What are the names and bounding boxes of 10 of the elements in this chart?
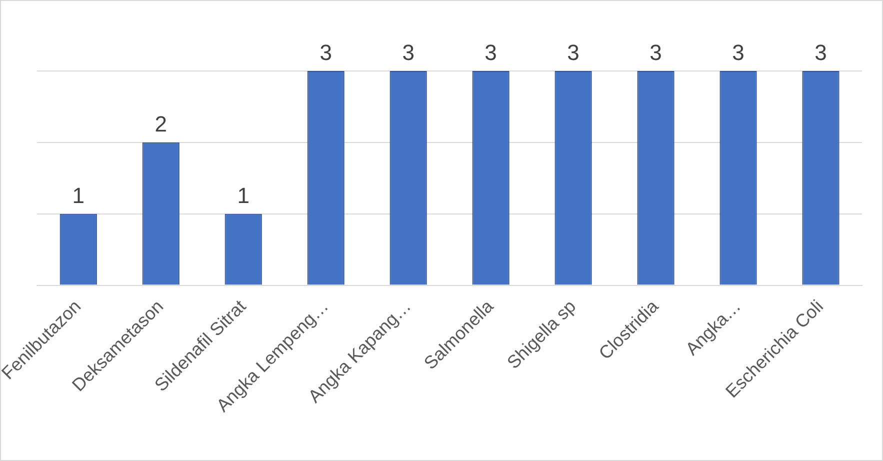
data-label: 3 — [320, 40, 332, 66]
data-label: 3 — [484, 40, 497, 66]
data-label: 3 — [402, 40, 414, 66]
data-label: 3 — [814, 40, 827, 66]
data-label: 1 — [237, 182, 250, 208]
data-label: 3 — [650, 40, 662, 66]
data-label: 2 — [154, 111, 167, 136]
data-label: 3 — [567, 40, 580, 66]
data-label: 3 — [732, 40, 744, 66]
data-label: 1 — [72, 182, 85, 208]
